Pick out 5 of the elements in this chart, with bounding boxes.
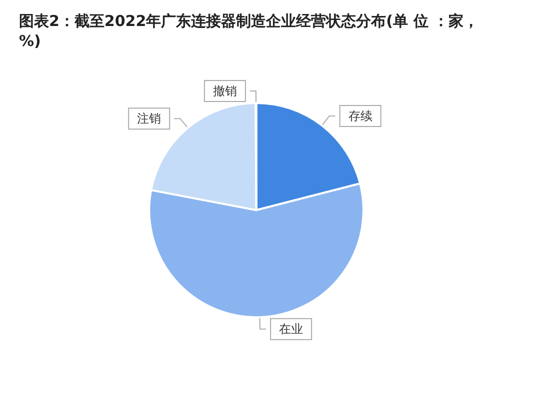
slice-label: 在业 [279, 322, 304, 336]
slice-label: 注销 [137, 112, 162, 126]
slice-label: 撤销 [212, 84, 237, 98]
chart-title: 图表2：截至2022年广东连接器制造企业经营状态分布(单 位 ：家，%) [19, 12, 478, 50]
slice-label: 存续 [348, 108, 372, 123]
